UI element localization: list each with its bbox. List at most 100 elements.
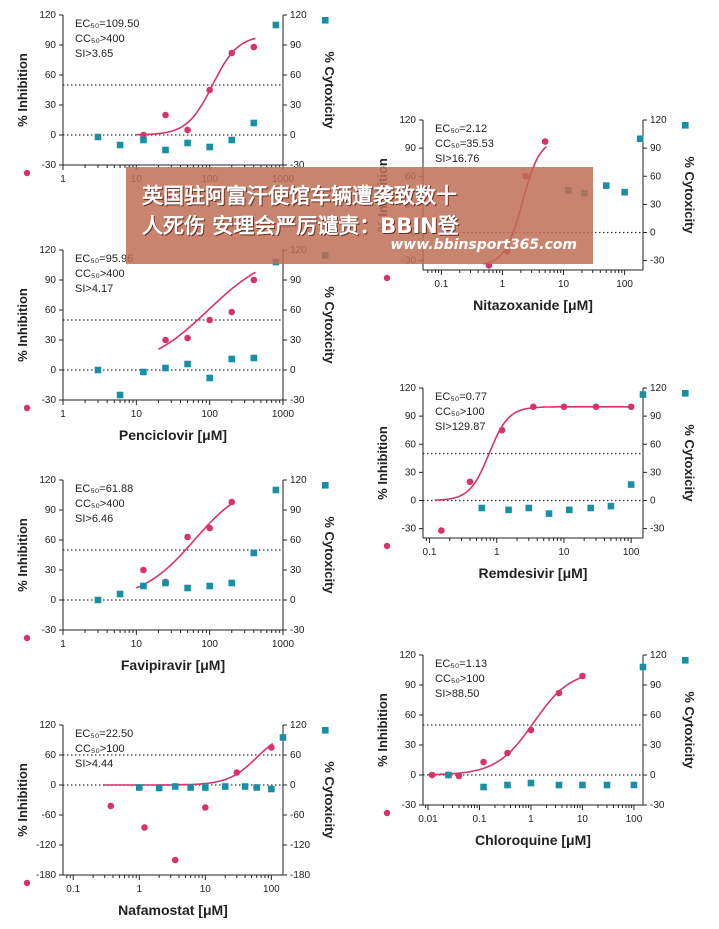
inhibition-legend-marker <box>23 634 31 642</box>
inhibition-point <box>228 49 236 57</box>
cytotoxicity-point <box>627 481 635 488</box>
cytotoxicity-point <box>94 596 102 604</box>
y2-tick-label: 90 <box>290 275 302 286</box>
y-tick-label: 60 <box>45 305 57 316</box>
y-tick-label: 60 <box>45 750 57 761</box>
cytotoxicity-point <box>162 146 169 154</box>
chart-panel-chloroquine: -30 0 30 60 90 120 -30 0 30 60 90 120 0.01 0.1 1 10 100 E… <box>375 650 697 848</box>
inhibition-point <box>228 308 236 316</box>
x-tick-label: 0.1 <box>473 814 487 825</box>
cytotoxicity-point <box>250 119 258 127</box>
cytotoxicity-point <box>279 734 287 741</box>
ec50-label: EC₅₀=1.13 <box>435 658 487 670</box>
inhibition-point <box>250 276 258 284</box>
cytotoxicity-point <box>639 663 647 671</box>
plot-area: -180 -120 -60 0 60 120 -180 -120 -60 0 60 120 0.1 1 10… <box>15 720 337 918</box>
y-tick-label: 30 <box>45 100 57 111</box>
cytotoxicity-point <box>206 143 213 151</box>
si-label: SI>16.76 <box>435 153 479 165</box>
y-tick-label: 120 <box>39 245 56 256</box>
y-tick-label: 90 <box>45 40 57 51</box>
inhibition-point <box>527 726 535 734</box>
inhibition-point <box>438 527 445 534</box>
cytotoxicity-point <box>228 579 236 587</box>
plot-area: -30 0 30 60 90 120 -30 0 30 60 90 120 0.01 0.1 1 10 100 E… <box>375 650 697 848</box>
y-tick-label: 0 <box>50 780 56 791</box>
y2-axis-title-cytotoxicity: % Cytoxicity <box>322 516 337 594</box>
inhibition-point <box>184 126 191 134</box>
inhibition-point <box>140 131 147 139</box>
x-axis-title: Nafamostat [μM] <box>118 902 228 918</box>
y-tick-label: -30 <box>42 625 57 636</box>
y2-tick-label: 0 <box>650 770 656 781</box>
y-axis-title-inhibition: % Inhibition <box>375 693 390 767</box>
y2-tick-label: 60 <box>290 750 302 761</box>
y2-tick-label: 120 <box>650 650 667 661</box>
x-axis-title: Chloroquine [μM] <box>475 832 591 848</box>
inhibition-legend-marker <box>23 879 31 887</box>
inhibition-point <box>627 403 635 411</box>
cytotoxicity-point <box>504 781 511 789</box>
y2-tick-label: 0 <box>650 496 656 507</box>
cytotoxicity-point <box>94 366 102 374</box>
y2-tick-label: 0 <box>290 595 296 606</box>
banner-url[interactable]: www.bbinsport365.com <box>390 237 577 253</box>
x-tick-label: 100 <box>201 639 218 650</box>
y-tick-label: 90 <box>405 411 417 422</box>
x-tick-label: 0.1 <box>66 884 80 895</box>
y-tick-label: -30 <box>42 160 57 171</box>
x-tick-label: 1 <box>500 279 506 290</box>
x-tick-label: 10 <box>558 547 570 558</box>
x-tick-label: 100 <box>616 279 633 290</box>
fit-curve <box>104 742 274 786</box>
y2-tick-label: -30 <box>650 256 665 267</box>
chart-panel-nafamostat: -180 -120 -60 0 60 120 -180 -120 -60 0 60 120 0.1 1 10… <box>15 720 337 918</box>
y2-tick-label: -60 <box>290 810 305 821</box>
y-tick-label: 60 <box>405 439 417 450</box>
cc50-label: CC₅₀>100 <box>75 743 125 755</box>
x-tick-label: 100 <box>201 409 218 420</box>
y2-tick-label: -30 <box>290 395 305 406</box>
cytotoxicity-point <box>250 354 258 362</box>
cytotoxicity-point <box>505 506 512 514</box>
inhibition-point <box>498 426 506 434</box>
inhibition-point <box>228 498 236 506</box>
si-label: SI>129.87 <box>435 421 485 433</box>
y2-tick-label: 90 <box>650 411 662 422</box>
cytotoxicity-point <box>545 510 553 517</box>
cytotoxicity-legend-marker <box>322 482 329 489</box>
si-label: SI>4.17 <box>75 283 113 295</box>
fit-curve <box>157 271 256 350</box>
si-label: SI>6.46 <box>75 513 113 525</box>
si-label: SI>3.65 <box>75 48 113 60</box>
ec50-label: EC₅₀=109.50 <box>75 18 139 30</box>
y2-tick-label: 120 <box>650 383 667 394</box>
cc50-label: CC₅₀>400 <box>75 268 125 280</box>
plot-area: -30 0 30 60 90 120 -30 0 30 60 90 120 0.1 1 10 100 EC₅₀=… <box>375 383 697 581</box>
y-tick-label: 30 <box>405 740 417 751</box>
y-axis-title-inhibition: % Inhibition <box>15 288 30 362</box>
x-tick-label: 0.01 <box>418 814 438 825</box>
y-tick-label: -30 <box>402 800 417 811</box>
y-tick-label: -180 <box>36 870 56 881</box>
y2-tick-label: 0 <box>290 780 296 791</box>
y-tick-label: 0 <box>410 770 416 781</box>
cytotoxicity-point <box>206 374 213 382</box>
inhibition-point <box>250 43 258 51</box>
cytotoxicity-point <box>587 504 594 512</box>
cc50-label: CC₅₀>400 <box>75 498 125 510</box>
y-tick-label: 60 <box>405 710 417 721</box>
y-tick-label: 0 <box>50 595 56 606</box>
cytotoxicity-point <box>140 368 147 376</box>
x-axis-title: Remdesivir [μM] <box>479 565 588 581</box>
inhibition-legend-marker <box>383 274 391 282</box>
inhibition-point <box>107 802 115 810</box>
x-tick-label: 100 <box>263 884 280 895</box>
overlay-banner[interactable]: 英国驻阿富汗使馆车辆遭袭致数十 人死伤 安理会严厉谴责：BBIN登 www.bb… <box>126 167 593 264</box>
cytotoxicity-point <box>140 582 147 590</box>
x-tick-label: 1000 <box>272 639 295 650</box>
cytotoxicity-point <box>140 136 147 144</box>
y2-tick-label: 30 <box>290 100 302 111</box>
cytotoxicity-point <box>155 784 163 792</box>
